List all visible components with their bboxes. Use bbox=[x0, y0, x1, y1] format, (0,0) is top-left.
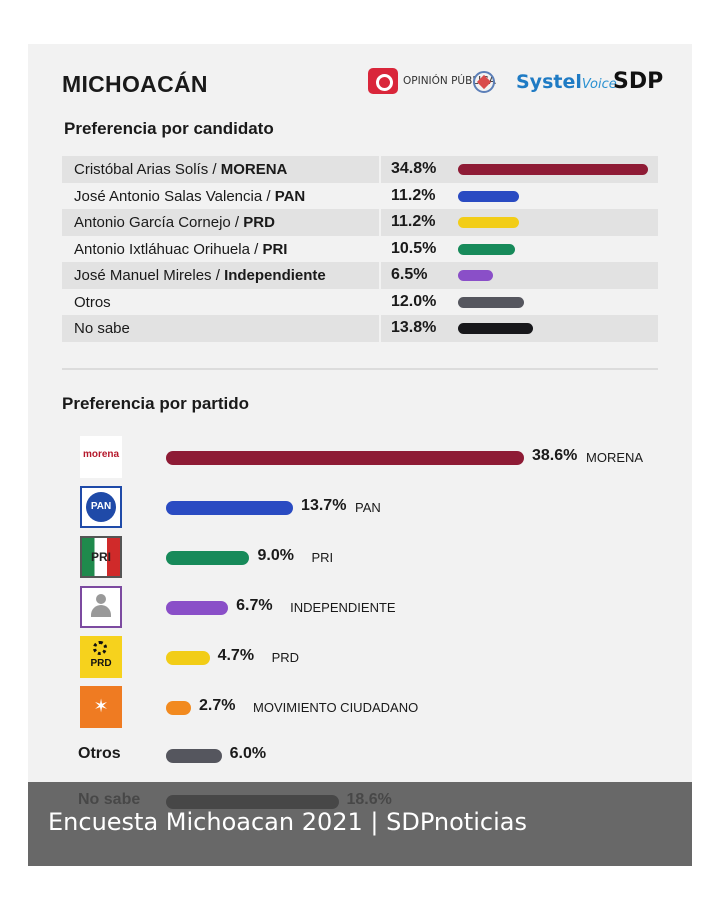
party-value: 38.6% bbox=[532, 447, 578, 464]
party-row: PAN 13.7% PAN bbox=[28, 486, 692, 530]
column-separator bbox=[379, 235, 381, 262]
party-text-label: Otros bbox=[78, 745, 121, 762]
page-title: MICHOACÁN bbox=[62, 71, 208, 97]
candidate-party: PAN bbox=[274, 187, 306, 205]
party-bar bbox=[166, 451, 524, 465]
party-row: 6.7% INDEPENDIENTE bbox=[28, 586, 692, 630]
emblem-logo bbox=[473, 71, 495, 93]
party-row: PRI 9.0% PRI bbox=[28, 536, 692, 580]
pan-logo-circle: PAN bbox=[86, 492, 116, 522]
person-head-icon bbox=[96, 594, 106, 604]
candidate-party: MORENA bbox=[220, 161, 288, 178]
candidate-percent: 11.2% bbox=[391, 186, 436, 204]
systel-logo-text: Systel bbox=[516, 71, 582, 93]
party-section-title: Preferencia por partido bbox=[62, 394, 250, 413]
party-value: 6.0% bbox=[229, 745, 267, 762]
party-bar bbox=[166, 749, 222, 763]
caption-bar: Encuesta Michoacan 2021 | SDPnoticias bbox=[28, 782, 692, 866]
party-value: 2.7% bbox=[199, 697, 236, 714]
opinion-publica-text: OPINIÓN PÚBLICA bbox=[403, 74, 496, 87]
independiente-logo bbox=[80, 586, 122, 628]
candidate-row: Antonio Ixtláhuac Orihuela / PRI 10.5% bbox=[62, 235, 658, 262]
candidate-party: PRI bbox=[262, 240, 288, 258]
column-separator bbox=[379, 209, 381, 236]
party-bar bbox=[166, 701, 192, 715]
party-name: MORENA bbox=[586, 450, 644, 465]
candidate-table: Cristóbal Arias Solís / MORENA 34.8% José … bbox=[62, 156, 658, 342]
party-name: INDEPENDIENTE bbox=[290, 600, 396, 615]
candidate-name: Antonio García Cornejo / PRD bbox=[74, 214, 275, 231]
party-row: morena 38.6% MORENA bbox=[28, 436, 692, 480]
column-separator bbox=[379, 182, 381, 209]
candidate-party: PRD bbox=[243, 214, 275, 231]
party-bar bbox=[166, 551, 250, 565]
column-separator bbox=[379, 156, 381, 183]
candidate-row: José Antonio Salas Valencia / PAN 11.2% bbox=[62, 182, 658, 209]
column-separator bbox=[379, 288, 381, 315]
candidate-name: No sabe bbox=[74, 320, 130, 337]
candidate-row: No sabe 13.8% bbox=[62, 315, 658, 342]
caption: Encuesta Michoacan 2021 | SDPnoticias bbox=[48, 808, 527, 836]
candidate-percent: 6.5% bbox=[391, 266, 428, 283]
party-bar bbox=[166, 601, 229, 615]
party-row: PRD 4.7% PRD bbox=[28, 636, 692, 680]
candidate-bar bbox=[458, 217, 520, 228]
candidate-name: José Antonio Salas Valencia / PAN bbox=[74, 187, 306, 205]
column-separator bbox=[379, 315, 381, 342]
candidate-bar bbox=[458, 296, 524, 308]
candidate-party: Independiente bbox=[224, 267, 326, 284]
candidate-percent: 11.2% bbox=[391, 213, 436, 230]
party-bar bbox=[166, 501, 294, 515]
candidate-percent: 12.0% bbox=[391, 292, 437, 310]
sdp-logo: SDP bbox=[613, 69, 664, 94]
candidate-bar bbox=[458, 190, 520, 202]
party-bar bbox=[166, 651, 210, 665]
candidate-percent: 34.8% bbox=[391, 160, 437, 177]
candidate-row: José Manuel Mireles / Independiente 6.5% bbox=[62, 262, 658, 289]
pri-logo: PRI bbox=[80, 536, 122, 578]
candidate-name: Antonio Ixtláhuac Orihuela / PRI bbox=[74, 240, 288, 258]
party-row: ✶ 2.7% MOVIMIENTO CIUDADANO bbox=[28, 686, 692, 730]
candidate-bar bbox=[458, 164, 648, 175]
candidate-row: Cristóbal Arias Solís / MORENA 34.8% bbox=[62, 156, 658, 183]
candidate-name: Cristóbal Arias Solís / MORENA bbox=[74, 161, 288, 178]
candidate-bar bbox=[458, 270, 494, 281]
party-row: Otros 6.0% bbox=[28, 734, 692, 778]
candidate-section-title: Preferencia por candidato bbox=[64, 119, 274, 138]
voice-logo-text: Voice bbox=[581, 77, 617, 92]
morena-logo: morena bbox=[80, 436, 122, 478]
party-value: 4.7% bbox=[217, 647, 255, 664]
pan-logo: PAN bbox=[80, 486, 122, 528]
candidate-name: Otros bbox=[74, 293, 111, 311]
candidate-percent: 13.8% bbox=[391, 319, 437, 336]
party-value: 6.7% bbox=[236, 597, 273, 614]
party-name: PRD bbox=[271, 650, 300, 665]
candidate-bar bbox=[458, 243, 516, 255]
candidate-bar bbox=[458, 323, 534, 334]
party-name: PRI bbox=[311, 550, 334, 565]
systel-voice-logo: SystelVoice bbox=[516, 71, 617, 93]
column-separator bbox=[379, 262, 381, 289]
prd-logo: PRD bbox=[80, 636, 122, 678]
party-name: PAN bbox=[355, 500, 381, 515]
candidate-name: José Manuel Mireles / Independiente bbox=[74, 267, 326, 284]
chart-card: MICHOACÁN OPINIÓN PÚBLICA SystelVoice SD… bbox=[28, 44, 692, 866]
section-divider bbox=[62, 368, 658, 370]
opinion-publica-logo: OPINIÓN PÚBLICA bbox=[368, 68, 496, 94]
party-value: 9.0% bbox=[257, 547, 294, 564]
movimiento-ciudadano-logo: ✶ bbox=[80, 686, 122, 728]
opinion-publica-icon bbox=[368, 68, 398, 94]
candidate-row: Antonio García Cornejo / PRD 11.2% bbox=[62, 209, 658, 236]
person-body-icon bbox=[91, 605, 111, 617]
candidate-row: Otros 12.0% bbox=[62, 288, 658, 315]
party-name: MOVIMIENTO CIUDADANO bbox=[253, 700, 419, 715]
party-value: 13.7% bbox=[301, 497, 347, 514]
candidate-percent: 10.5% bbox=[391, 239, 437, 257]
